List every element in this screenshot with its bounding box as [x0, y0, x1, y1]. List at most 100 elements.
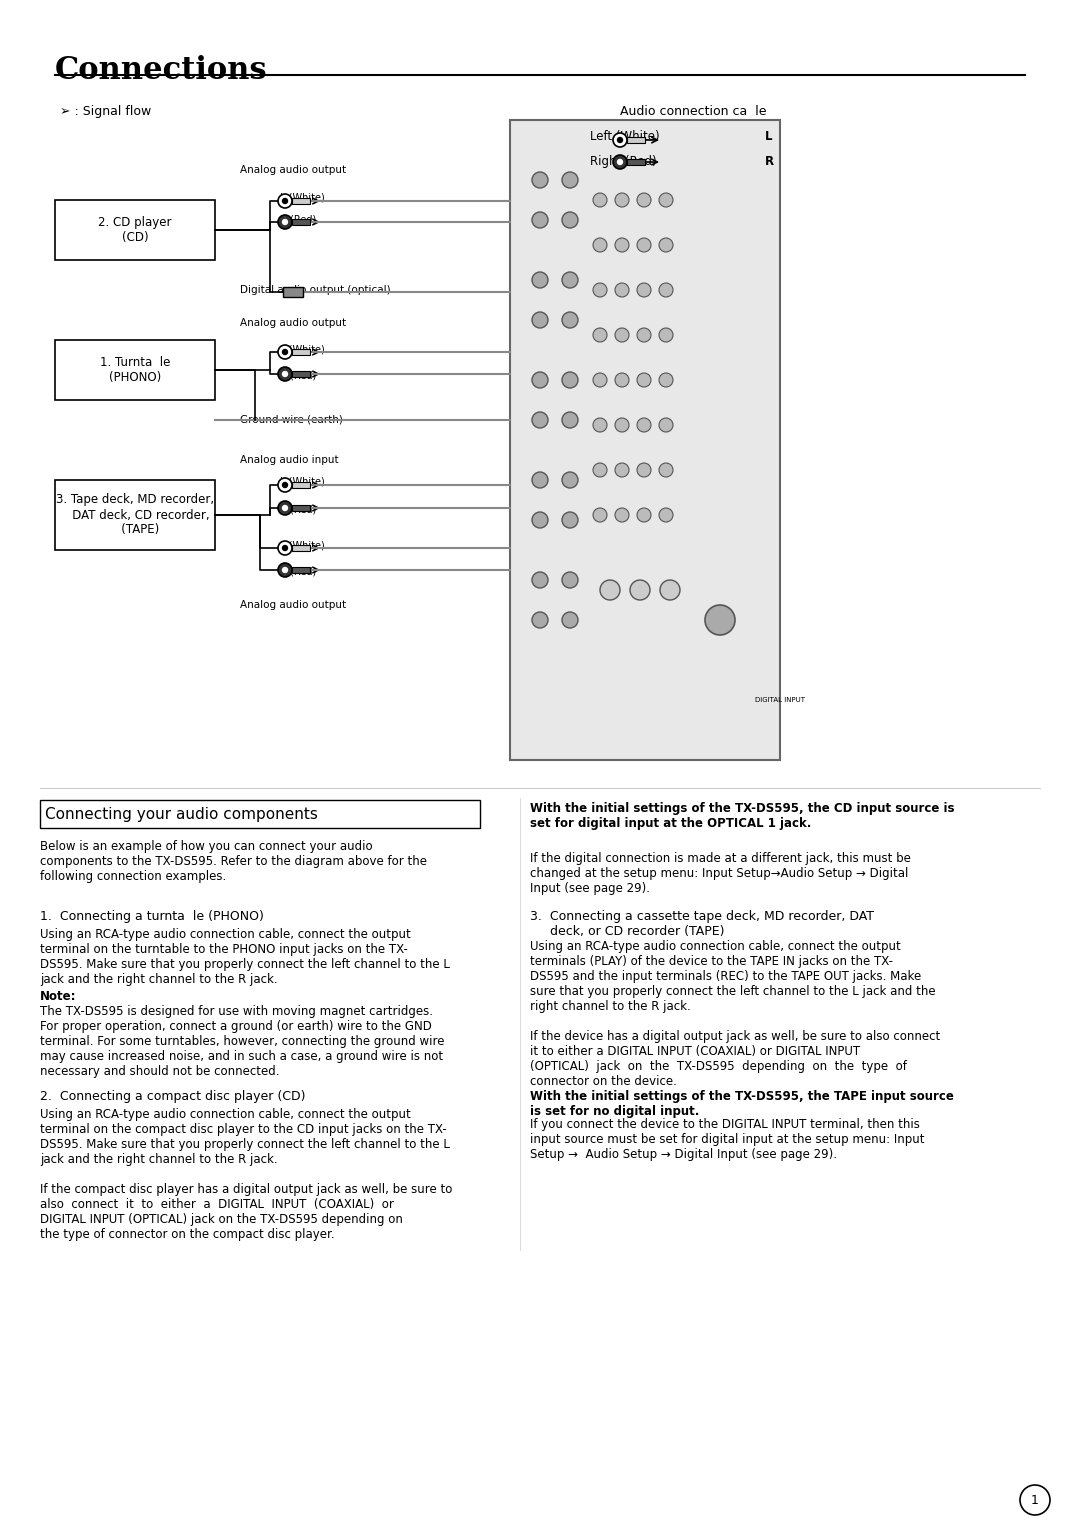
- Text: R (Red): R (Red): [280, 567, 316, 578]
- Circle shape: [562, 272, 578, 287]
- Text: The TX-DS595 is designed for use with moving magnet cartridges.
For proper opera: The TX-DS595 is designed for use with mo…: [40, 1005, 445, 1077]
- Circle shape: [562, 571, 578, 588]
- Text: 2. CD player
(CD): 2. CD player (CD): [98, 215, 172, 244]
- Circle shape: [532, 173, 548, 188]
- Circle shape: [615, 329, 629, 342]
- Circle shape: [593, 507, 607, 523]
- Text: Using an RCA-type audio connection cable, connect the output
terminal on the tur: Using an RCA-type audio connection cable…: [40, 927, 450, 986]
- Bar: [627, 159, 645, 165]
- Circle shape: [660, 581, 680, 601]
- Circle shape: [562, 173, 578, 188]
- Circle shape: [637, 373, 651, 387]
- Circle shape: [278, 478, 292, 492]
- Circle shape: [593, 238, 607, 252]
- Bar: [292, 481, 310, 487]
- Circle shape: [593, 283, 607, 296]
- Text: L (White): L (White): [280, 193, 325, 203]
- Circle shape: [562, 613, 578, 628]
- Circle shape: [615, 419, 629, 432]
- Text: L (White): L (White): [280, 345, 325, 354]
- Text: L (White): L (White): [280, 477, 325, 487]
- Text: Analog audio output: Analog audio output: [240, 601, 346, 610]
- Bar: [627, 138, 645, 144]
- Text: Analog audio input: Analog audio input: [240, 455, 339, 465]
- Circle shape: [618, 138, 622, 142]
- Circle shape: [562, 312, 578, 329]
- Text: Using an RCA-type audio connection cable, connect the output
terminal on the com: Using an RCA-type audio connection cable…: [40, 1108, 453, 1241]
- Circle shape: [593, 373, 607, 387]
- Circle shape: [562, 212, 578, 228]
- Circle shape: [278, 562, 292, 578]
- Circle shape: [615, 283, 629, 296]
- Circle shape: [613, 154, 627, 170]
- Text: Ground wire (earth): Ground wire (earth): [240, 416, 342, 425]
- Bar: [292, 504, 310, 510]
- Text: Using an RCA-type audio connection cable, connect the output
terminals (PLAY) of: Using an RCA-type audio connection cable…: [530, 940, 941, 1088]
- Circle shape: [283, 545, 287, 550]
- Circle shape: [593, 193, 607, 206]
- Circle shape: [618, 159, 622, 165]
- Text: Note:: Note:: [40, 990, 77, 1002]
- Circle shape: [659, 329, 673, 342]
- Circle shape: [283, 199, 287, 203]
- Circle shape: [600, 581, 620, 601]
- Text: Right (Red): Right (Red): [590, 154, 657, 168]
- Circle shape: [615, 373, 629, 387]
- Circle shape: [562, 512, 578, 529]
- Circle shape: [532, 472, 548, 487]
- Circle shape: [278, 345, 292, 359]
- Circle shape: [659, 238, 673, 252]
- Circle shape: [532, 371, 548, 388]
- Text: Left (White): Left (White): [590, 130, 660, 144]
- Circle shape: [532, 413, 548, 428]
- Text: With the initial settings of the TX-DS595, the TAPE input source
is set for no d: With the initial settings of the TX-DS59…: [530, 1089, 954, 1118]
- Circle shape: [283, 483, 287, 487]
- Circle shape: [637, 283, 651, 296]
- Circle shape: [562, 472, 578, 487]
- Circle shape: [637, 419, 651, 432]
- Circle shape: [659, 463, 673, 477]
- Circle shape: [283, 220, 287, 225]
- Bar: [55, 200, 215, 260]
- Text: Digital audio output (optical): Digital audio output (optical): [240, 286, 391, 295]
- Circle shape: [705, 605, 735, 636]
- Text: 1.  Connecting a turnta  le (PHONO): 1. Connecting a turnta le (PHONO): [40, 911, 264, 923]
- Circle shape: [630, 581, 650, 601]
- Circle shape: [532, 212, 548, 228]
- Circle shape: [278, 541, 292, 555]
- Bar: [510, 121, 780, 759]
- Text: With the initial settings of the TX-DS595, the CD input source is
set for digita: With the initial settings of the TX-DS59…: [530, 802, 955, 830]
- Text: 2.  Connecting a compact disc player (CD): 2. Connecting a compact disc player (CD): [40, 1089, 306, 1103]
- Circle shape: [615, 238, 629, 252]
- Circle shape: [659, 419, 673, 432]
- Text: Connections: Connections: [55, 55, 268, 86]
- Text: R (Red): R (Red): [280, 215, 316, 225]
- Text: L (White): L (White): [280, 539, 325, 550]
- Circle shape: [278, 215, 292, 229]
- Text: 3.  Connecting a cassette tape deck, MD recorder, DAT
     deck, or CD recorder : 3. Connecting a cassette tape deck, MD r…: [530, 911, 874, 938]
- Circle shape: [532, 512, 548, 529]
- Circle shape: [659, 283, 673, 296]
- Circle shape: [278, 367, 292, 380]
- Circle shape: [1020, 1485, 1050, 1514]
- Bar: [55, 341, 215, 400]
- Text: 3. Tape deck, MD recorder,
   DAT deck, CD recorder,
   (TAPE): 3. Tape deck, MD recorder, DAT deck, CD …: [56, 494, 214, 536]
- Circle shape: [532, 571, 548, 588]
- Circle shape: [615, 463, 629, 477]
- Circle shape: [637, 238, 651, 252]
- Circle shape: [615, 193, 629, 206]
- Circle shape: [659, 507, 673, 523]
- Circle shape: [562, 371, 578, 388]
- Circle shape: [593, 329, 607, 342]
- Text: 1. Turnta  le
(PHONO): 1. Turnta le (PHONO): [99, 356, 171, 384]
- Text: Analog audio output: Analog audio output: [240, 165, 346, 176]
- Bar: [292, 348, 310, 354]
- Circle shape: [278, 194, 292, 208]
- Circle shape: [637, 193, 651, 206]
- Bar: [55, 480, 215, 550]
- Circle shape: [562, 413, 578, 428]
- Bar: [292, 371, 310, 377]
- Text: R (Red): R (Red): [280, 370, 316, 380]
- Text: If you connect the device to the DIGITAL INPUT terminal, then this
input source : If you connect the device to the DIGITAL…: [530, 1118, 924, 1161]
- Circle shape: [532, 312, 548, 329]
